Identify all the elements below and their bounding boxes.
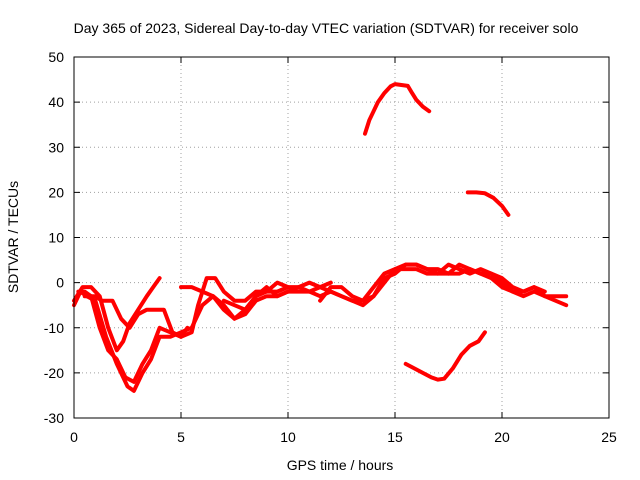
y-tick-label: -20 — [44, 365, 64, 381]
y-tick-label: -30 — [44, 410, 64, 426]
y-tick-label: 40 — [48, 94, 64, 110]
grid-lines — [74, 57, 609, 418]
series-line-arc-3 — [72, 276, 162, 353]
series-line-arc-4 — [82, 294, 190, 339]
y-tick-label: -10 — [44, 320, 64, 336]
series-line-arc-10 — [403, 330, 487, 382]
x-tick-label: 15 — [387, 429, 403, 445]
series-line-arc-8 — [363, 82, 432, 136]
y-tick-label: 10 — [48, 230, 64, 246]
y-tick-label: 50 — [48, 49, 64, 65]
x-tick-label: 25 — [601, 429, 617, 445]
y-axis-label: SDTVAR / TECUs — [5, 181, 21, 293]
x-tick-label: 20 — [494, 429, 510, 445]
x-tick-label: 5 — [177, 429, 185, 445]
series-line-arc-9 — [465, 190, 511, 217]
y-tick-label: 30 — [48, 139, 64, 155]
axis-ticks: 0 5 10 15 20 25 -30 -20 -10 0 10 20 30 40 50 — [44, 49, 617, 445]
chart-title: Day 365 of 2023, Sidereal Day-to-day VTE… — [74, 20, 579, 36]
data-series — [72, 82, 569, 393]
x-tick-label: 0 — [70, 429, 78, 445]
series-line-arc-6 — [221, 262, 569, 312]
series-line-arc-7 — [318, 262, 547, 303]
y-tick-label: 20 — [48, 184, 64, 200]
y-tick-label: 0 — [56, 275, 64, 291]
x-tick-label: 10 — [280, 429, 296, 445]
x-axis-label: GPS time / hours — [287, 457, 394, 473]
